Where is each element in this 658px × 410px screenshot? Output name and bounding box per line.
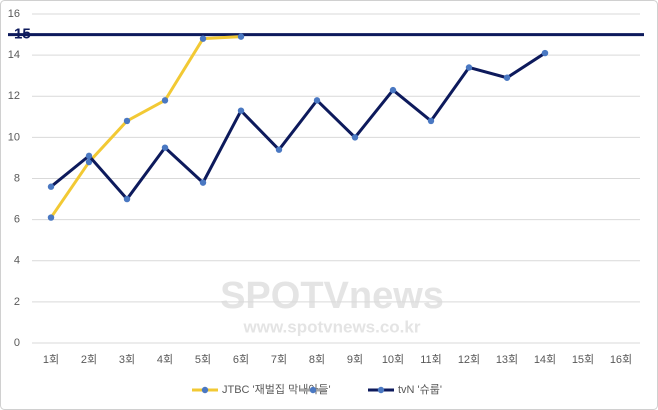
watermark-url: www.spotvnews.co.kr xyxy=(243,317,421,336)
x-tick-label: 14회 xyxy=(534,353,556,366)
legend-marker xyxy=(377,386,385,394)
legend-marker xyxy=(201,386,209,394)
reference-label: 15 xyxy=(14,26,31,43)
point xyxy=(389,86,397,94)
y-tick-label: 10 xyxy=(8,131,20,143)
y-tick-label: 4 xyxy=(14,255,20,267)
point xyxy=(237,107,245,114)
point xyxy=(199,179,207,186)
x-tick-label: 8회 xyxy=(309,353,325,366)
point xyxy=(47,183,55,190)
y-tick-label: 14 xyxy=(8,49,20,61)
x-tick-label: 10회 xyxy=(382,353,404,366)
x-tick-label: 9회 xyxy=(347,353,363,366)
point xyxy=(313,97,321,104)
point xyxy=(275,146,283,153)
point xyxy=(503,74,511,81)
point xyxy=(47,214,55,221)
x-tick-label: 12회 xyxy=(458,353,480,366)
point xyxy=(85,152,93,160)
x-tick-label: 7회 xyxy=(271,353,287,366)
series-line xyxy=(50,51,546,201)
point xyxy=(85,158,93,166)
point xyxy=(351,134,359,141)
x-tick-label: 2회 xyxy=(81,353,97,366)
legend-label: tvN '슈룹' xyxy=(398,383,442,396)
x-tick-label: 4회 xyxy=(157,353,173,366)
x-tick-label: 1회 xyxy=(43,353,59,366)
point xyxy=(427,117,435,125)
legend-marker xyxy=(309,386,317,394)
x-tick-label: 13회 xyxy=(496,353,518,366)
x-tick-label: 5회 xyxy=(195,353,211,366)
x-tick-label: 15회 xyxy=(572,353,594,366)
point xyxy=(161,144,169,151)
point xyxy=(541,49,549,57)
legend-label: JTBC '재벌집 막내아들' xyxy=(222,383,331,396)
point xyxy=(237,33,245,40)
y-tick-label: 8 xyxy=(14,172,20,184)
y-tick-label: 2 xyxy=(14,296,20,308)
y-tick-label: 16 xyxy=(8,8,20,20)
x-tick-label: 16회 xyxy=(610,353,632,366)
series-line xyxy=(49,35,242,219)
y-tick-label: 12 xyxy=(8,90,20,102)
point xyxy=(123,117,131,125)
point xyxy=(199,35,207,42)
watermark-brand: SPOTVnews xyxy=(220,275,444,317)
x-tick-label: 3회 xyxy=(119,353,135,366)
y-tick-label: 6 xyxy=(14,214,20,226)
point xyxy=(123,195,131,203)
point xyxy=(465,64,473,71)
y-tick-label: 0 xyxy=(14,337,20,349)
point xyxy=(161,97,169,104)
x-tick-label: 11회 xyxy=(420,353,442,366)
x-tick-label: 6회 xyxy=(233,353,249,366)
